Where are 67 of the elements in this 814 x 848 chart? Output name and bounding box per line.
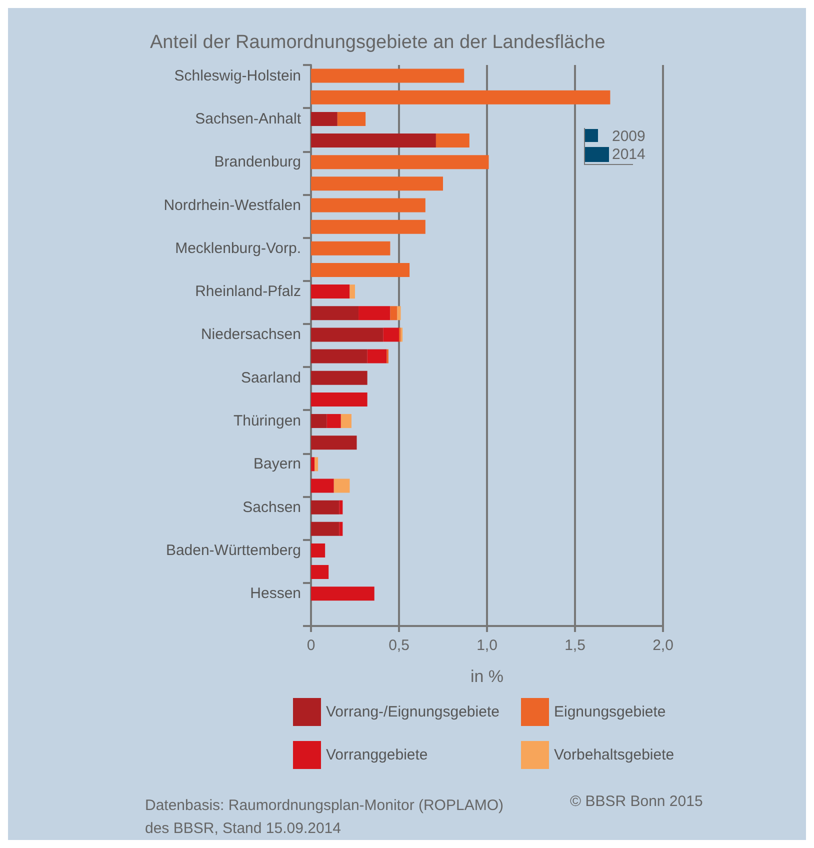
y-tick-label: Bayern [253,456,301,473]
annotation: 2009 [612,128,646,145]
bar [311,155,489,170]
bar [311,565,329,580]
bar [311,543,326,558]
bar [311,457,315,472]
text: Datenbasis: Raumordnungsplan-Monitor (ROPLAMO) des BBSR, Stand 15.09.2014 [145,797,504,837]
x-tick-label: 1,0 [476,637,498,654]
bar [311,262,410,277]
chart-title: Anteil der Raumordnungsgebiete an der Landesfläche [150,32,606,53]
y-tick-label: Thüringen [233,412,301,430]
bar [358,306,390,320]
bar [326,414,341,428]
bar [340,414,352,428]
x-tick-label: 1,5 [564,637,586,654]
legend-label: Vorbehaltsgebiete [554,746,674,764]
bar [311,134,436,148]
y-tick-label: Hessen [250,585,301,602]
bar [311,176,443,191]
y-tick-label: Niedersachsen [200,326,301,344]
bar [311,478,334,493]
bar [311,349,368,364]
bar [339,500,343,514]
bar [311,414,327,428]
bar [314,457,318,472]
bar [311,392,368,406]
bar [350,284,355,299]
bar [311,220,426,234]
bar [311,306,359,320]
bar [390,306,398,320]
y-tick-label: Sachsen [242,498,301,516]
y-tick-label: Schleswig-Holstein [174,67,301,84]
bar [311,370,368,385]
bar [311,241,390,256]
y-tick-label: Saarland [240,369,301,386]
y-tick-label: Baden-Württemberg [166,542,301,559]
bar [311,436,357,450]
legend-label: Vorranggebiete [326,746,428,764]
x-axis-title: in % [470,667,504,686]
bar [311,522,340,536]
y-tick-label: Sachsen-Anhalt [195,110,302,128]
bar [337,112,366,126]
bar [436,134,470,148]
y-tick-label: Brandenburg [214,154,301,171]
legend-label: Vorrang-/Eignungsgebiete [326,704,500,720]
y-tick-label: Rheinland-Pfalz [195,283,301,300]
bar [311,586,374,601]
annotation: 2014 [612,146,646,163]
bar [311,198,426,212]
bar [311,112,338,126]
x-tick-label: 0,5 [388,637,410,654]
y-tick-label: Mecklenburg-Vorp. [175,240,301,257]
bar [311,90,610,104]
bar [334,478,350,493]
bar [311,284,350,299]
x-tick-label: 2,0 [652,637,674,654]
bar [383,328,399,342]
bar [367,349,387,364]
x-tick-label: 0 [306,637,316,654]
bar [311,328,384,342]
bar [397,306,401,320]
text: © BBSR Bonn 2015 [570,793,703,810]
bar [311,68,464,83]
bar [311,500,340,514]
bar [339,522,343,536]
legend-label: Eignungsgebiete [554,704,666,720]
y-tick-label: Nordrhein-Westfalen [164,196,301,214]
